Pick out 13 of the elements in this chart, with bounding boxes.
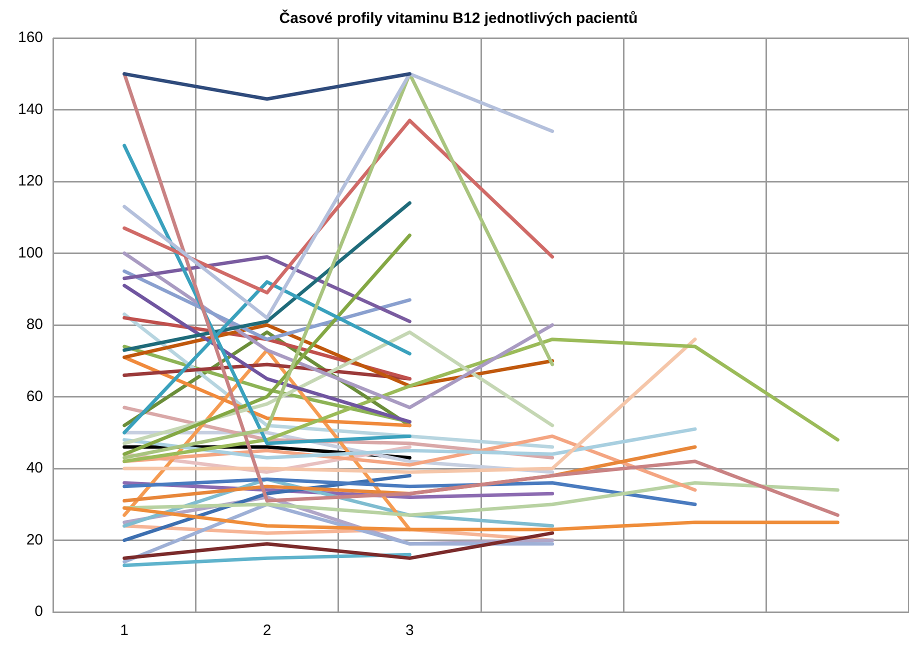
x-tick-label: 3 [406,622,414,640]
y-tick-label: 120 [18,172,44,190]
y-tick-label: 80 [26,316,44,334]
y-tick-label: 160 [18,29,44,46]
chart-title: Časové profily vitaminu B12 jednotlivých pacientů [279,9,638,28]
x-tick-label: 2 [262,622,272,640]
x-tick-label: 1 [120,622,129,640]
y-tick-label: 20 [26,531,44,548]
y-tick-label: 100 [18,244,44,262]
y-tick-label: 0 [34,603,44,620]
y-tick-label: 40 [26,460,44,477]
y-tick-label: 60 [26,388,44,405]
y-tick-label: 140 [18,100,44,118]
